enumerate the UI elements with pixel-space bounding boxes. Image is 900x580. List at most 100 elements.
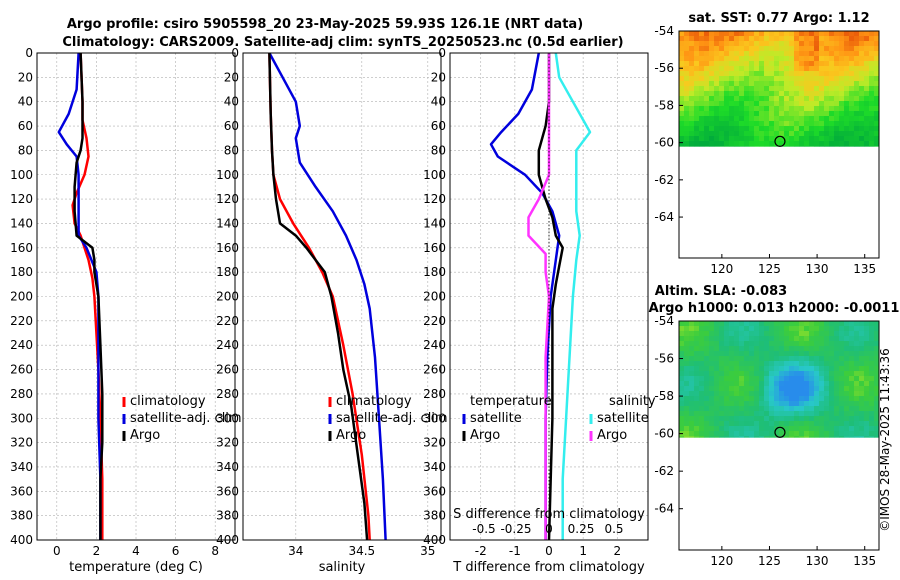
map-data-cell [754,361,760,367]
map-data-cell [874,146,880,147]
map-data-cell [844,86,850,92]
map-data-cell [734,81,740,87]
map-data-cell [754,46,760,52]
map-data-cell [834,361,840,367]
map-data-cell [864,91,870,97]
map-data-cell [694,361,700,367]
map-data-cell [689,121,695,127]
map-data-cell [679,76,685,82]
map-data-cell [689,146,695,147]
map-data-cell [709,121,715,127]
map-data-cell [849,51,855,57]
map-data-cell [744,141,750,147]
map-data-cell [769,321,775,327]
map-data-cell [694,391,700,397]
map-data-cell [689,421,695,427]
map-data-cell [699,71,705,77]
map-data-cell [704,116,710,122]
map-data-cell [774,401,780,407]
map-data-cell [829,436,835,438]
map-data-cell [784,411,790,417]
map-data-cell [749,61,755,67]
map-data-cell [789,86,795,92]
map-data-cell [769,61,775,67]
map-data-cell [759,401,765,407]
map-data-cell [794,326,800,332]
map-data-cell [684,431,690,437]
map-x-tick-label: 130 [806,262,829,276]
map-data-cell [729,46,735,52]
map-data-cell [804,321,810,327]
map-data-cell [704,146,710,147]
map-data-cell [754,141,760,147]
map-data-cell [829,381,835,387]
y-tick-label: 60 [224,119,239,133]
map-data-cell [734,51,740,57]
map-data-cell [769,106,775,112]
map-data-cell [849,96,855,102]
map-data-cell [789,371,795,377]
map-data-cell [799,121,805,127]
map-data-cell [864,436,870,438]
map-data-cell [819,76,825,82]
map-data-cell [719,36,725,42]
map-data-cell [804,91,810,97]
map-data-cell [784,396,790,402]
map-data-cell [734,391,740,397]
map-data-cell [714,436,720,438]
map-data-cell [819,426,825,432]
map-data-cell [694,366,700,372]
map-data-cell [789,41,795,47]
map-data-cell [849,326,855,332]
map-data-cell [739,406,745,412]
map-data-cell [869,346,875,352]
map-data-cell [714,401,720,407]
map-data-cell [749,51,755,57]
map-data-cell [719,431,725,437]
legend-entry: satellite [597,411,649,426]
map-data-cell [714,31,720,37]
map-data-cell [769,56,775,62]
map-data-cell [819,91,825,97]
map-data-cell [729,326,735,332]
map-data-cell [859,81,865,87]
map-data-cell [684,41,690,47]
map-data-cell [854,121,860,127]
map-data-cell [744,406,750,412]
map-data-cell [799,366,805,372]
map-data-cell [824,336,830,342]
map-data-cell [744,56,750,62]
map-data-cell [734,61,740,67]
map-data-cell [814,436,820,438]
map-data-cell [819,51,825,57]
map-data-cell [799,106,805,112]
map-data-cell [824,126,830,132]
map-data-cell [824,396,830,402]
map-data-cell [694,61,700,67]
map-data-cell [744,126,750,132]
map-data-cell [714,71,720,77]
map-data-cell [714,126,720,132]
s-tick-label: 0.5 [604,522,623,536]
map-data-cell [844,351,850,357]
map-data-cell [689,381,695,387]
map-data-cell [729,431,735,437]
map-data-cell [824,46,830,52]
map-data-cell [684,116,690,122]
map-data-cell [864,61,870,67]
map-y-tick-label: -56 [654,61,674,75]
map-data-cell [789,406,795,412]
map-data-cell [844,376,850,382]
map-data-cell [709,431,715,437]
map-data-cell [719,121,725,127]
map-data-cell [844,426,850,432]
map-data-cell [699,356,705,362]
map-data-cell [854,361,860,367]
map-data-cell [794,96,800,102]
map-data-cell [724,396,730,402]
map-data-cell [854,336,860,342]
map-data-cell [834,126,840,132]
map-data-cell [709,106,715,112]
map-data-cell [709,351,715,357]
